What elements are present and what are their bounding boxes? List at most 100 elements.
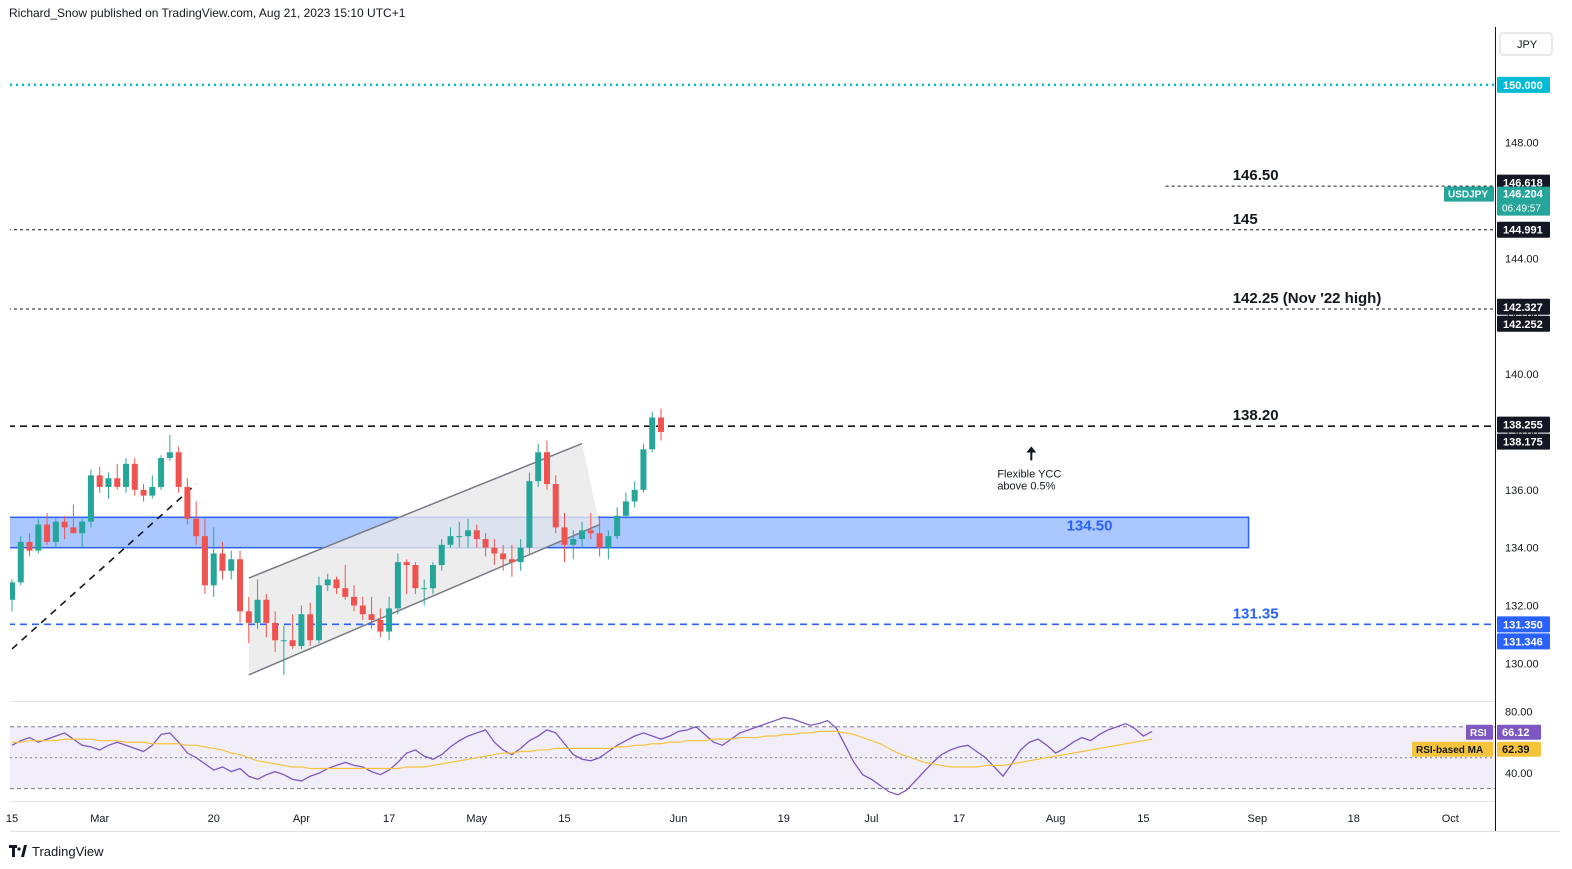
candle-down [596, 533, 603, 548]
candle-up [614, 515, 621, 537]
date-tick-label: May [466, 813, 487, 825]
candle-down [307, 614, 314, 641]
price-tick-label: 136.00 [1505, 485, 1539, 497]
candle-up [640, 449, 647, 490]
candle-down [412, 565, 419, 589]
level-142-25-label: 142.25 (Nov '22 high) [1233, 290, 1382, 307]
candle-up [280, 640, 287, 642]
price-tag-bg [1497, 298, 1550, 315]
date-tick-label: 17 [953, 813, 965, 825]
candle-down [61, 521, 68, 528]
candle-up [649, 417, 656, 450]
candle-down [491, 547, 498, 554]
candle-down [219, 553, 226, 571]
price-tick-label: 134.00 [1505, 543, 1539, 555]
trendline [11, 483, 197, 650]
candle-down [26, 541, 33, 551]
date-tick-label: Jun [670, 813, 688, 825]
candle-up [79, 521, 86, 534]
price-tag-bg [1497, 76, 1550, 93]
price-tag-label: 150.000 [1503, 80, 1543, 92]
candle-up [579, 530, 586, 540]
rsi-ma-name-label: RSI-based MA [1416, 745, 1483, 756]
price-tick-label: 144.00 [1505, 253, 1539, 265]
rsi-value-tag: RSI 66.12 [1466, 724, 1541, 740]
candle-down [237, 559, 244, 612]
candle-down [482, 539, 489, 548]
date-tick-label: Jul [864, 813, 878, 825]
candle-down [272, 622, 279, 641]
rsi-band [10, 726, 1495, 789]
candle-down [333, 579, 340, 589]
date-tick-label: 15 [1137, 813, 1149, 825]
candle-up [166, 452, 173, 459]
annotation-arrow-head-icon [1026, 446, 1037, 453]
candle-up [394, 562, 401, 609]
date-tick-label: Sep [1248, 813, 1268, 825]
candle-up [123, 463, 130, 487]
candle-down [377, 620, 384, 632]
price-tag-label: 131.350 [1503, 619, 1543, 631]
candle-up [254, 599, 261, 623]
price-tag: 138.175 [1497, 433, 1550, 450]
currency-box[interactable]: JPY [1499, 32, 1553, 56]
price-tag-bg [1497, 616, 1550, 633]
rsi-value-label: 66.12 [1502, 727, 1530, 739]
candle-down [193, 518, 200, 537]
candle-up [421, 588, 428, 590]
date-tick-label: 19 [778, 813, 790, 825]
candle-up [105, 478, 112, 487]
price-tag-label: 138.255 [1503, 420, 1543, 432]
symbol-tag-label: USDJPY [1448, 190, 1488, 201]
candle-down [508, 559, 515, 563]
zone-label: 134.50 [1067, 518, 1113, 535]
candle-up [447, 536, 454, 545]
price-tag-label: 138.175 [1503, 437, 1543, 449]
candle-down [473, 530, 480, 540]
candle-down [96, 475, 103, 487]
price-tick-label: 132.00 [1505, 601, 1539, 613]
candle-down [342, 588, 349, 597]
rsi-name-bg [1466, 724, 1493, 740]
tradingview-footer: TradingView [9, 842, 104, 860]
candle-down [587, 530, 594, 534]
candle-up [315, 585, 322, 641]
candle-up [517, 547, 524, 563]
candle-up [17, 541, 24, 583]
candle-down [245, 611, 252, 623]
price-tag-label: 142.252 [1503, 319, 1543, 331]
candle-down [359, 605, 366, 615]
candle-up [324, 579, 331, 586]
candle-up [52, 521, 59, 542]
level-145-label: 145 [1233, 211, 1258, 228]
price-tag: 142.252 [1497, 315, 1550, 332]
price-tag-label: 131.346 [1503, 636, 1543, 648]
candle-up [456, 536, 463, 538]
candle-down [131, 463, 138, 490]
price-tick-label: 130.00 [1505, 658, 1539, 670]
price-tag-bg [1497, 221, 1550, 238]
candle-up [570, 539, 577, 545]
candle-down [140, 489, 147, 496]
candle-down [289, 640, 296, 647]
price-tag: 131.350 [1497, 616, 1550, 633]
rsi-name-label: RSI [1470, 728, 1487, 739]
price-tag-label: 142.327 [1503, 302, 1543, 314]
price-tag: 142.327 [1497, 298, 1550, 315]
symbol-tag-bg [1444, 186, 1494, 202]
date-tick-label: Aug [1046, 813, 1066, 825]
date-tick-label: 20 [208, 813, 220, 825]
candle-down [657, 417, 664, 432]
price-tick-label: 140.00 [1505, 369, 1539, 381]
rsi-value-bg [1497, 724, 1541, 740]
candle-up [87, 475, 94, 522]
level-131-35-label: 131.35 [1233, 605, 1279, 622]
candle-up [386, 608, 393, 632]
candle-down [70, 527, 77, 534]
candle-up [526, 481, 533, 548]
candle-up [622, 501, 629, 516]
rsi-ma-value-bg [1497, 741, 1541, 757]
candle-up [465, 530, 472, 537]
price-tick-label: 148.00 [1505, 138, 1539, 150]
